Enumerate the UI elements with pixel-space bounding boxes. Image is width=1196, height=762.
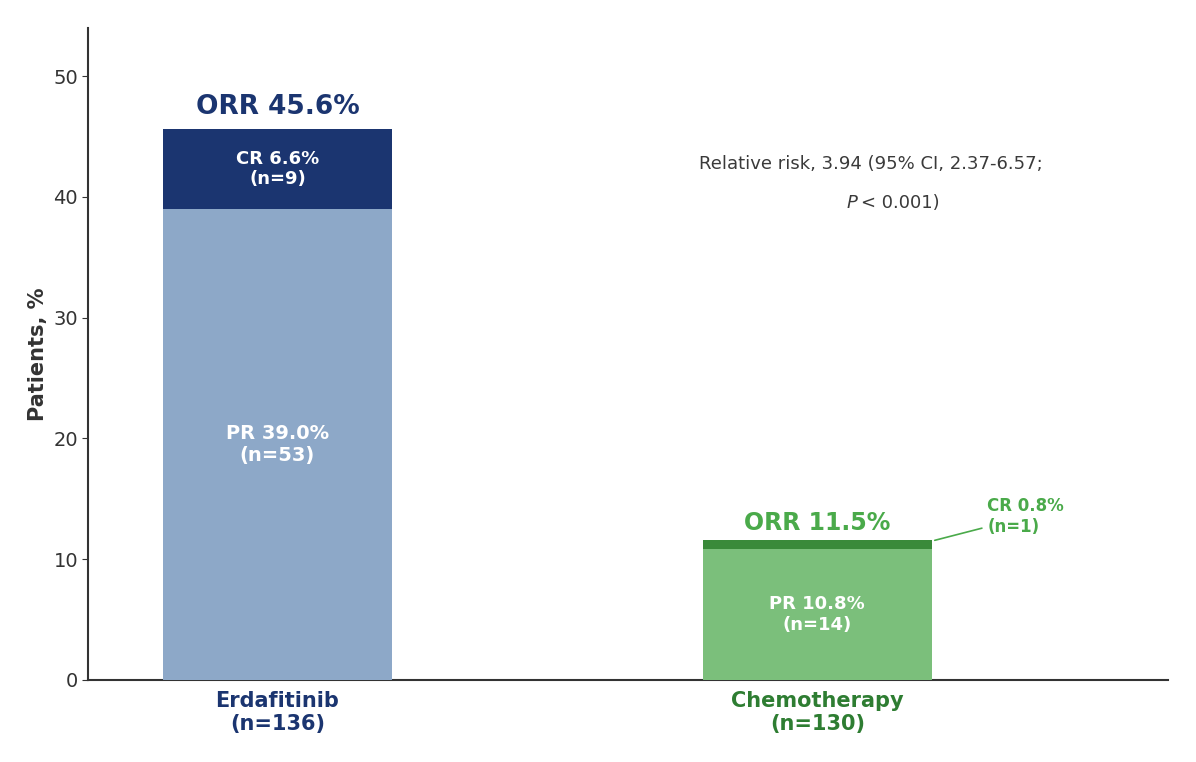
Text: ORR 45.6%: ORR 45.6% [196, 94, 359, 120]
Text: P: P [847, 194, 858, 213]
Bar [163, 130, 392, 209]
Text: ORR 11.5%: ORR 11.5% [744, 511, 891, 535]
Bar [702, 539, 932, 549]
Text: PR 10.8%
(n=14): PR 10.8% (n=14) [769, 595, 865, 634]
Bar [702, 549, 932, 680]
Text: PR 39.0%
(n=53): PR 39.0% (n=53) [226, 424, 329, 465]
Y-axis label: Patients, %: Patients, % [28, 287, 48, 421]
Text: CR 0.8%
(n=1): CR 0.8% (n=1) [935, 498, 1064, 540]
Text: CR 6.6%
(n=9): CR 6.6% (n=9) [236, 149, 319, 188]
Bar [163, 209, 392, 680]
Text: Relative risk, 3.94 (95% CI, 2.37-6.57;: Relative risk, 3.94 (95% CI, 2.37-6.57; [700, 155, 1043, 173]
Text: < 0.001): < 0.001) [860, 194, 939, 213]
